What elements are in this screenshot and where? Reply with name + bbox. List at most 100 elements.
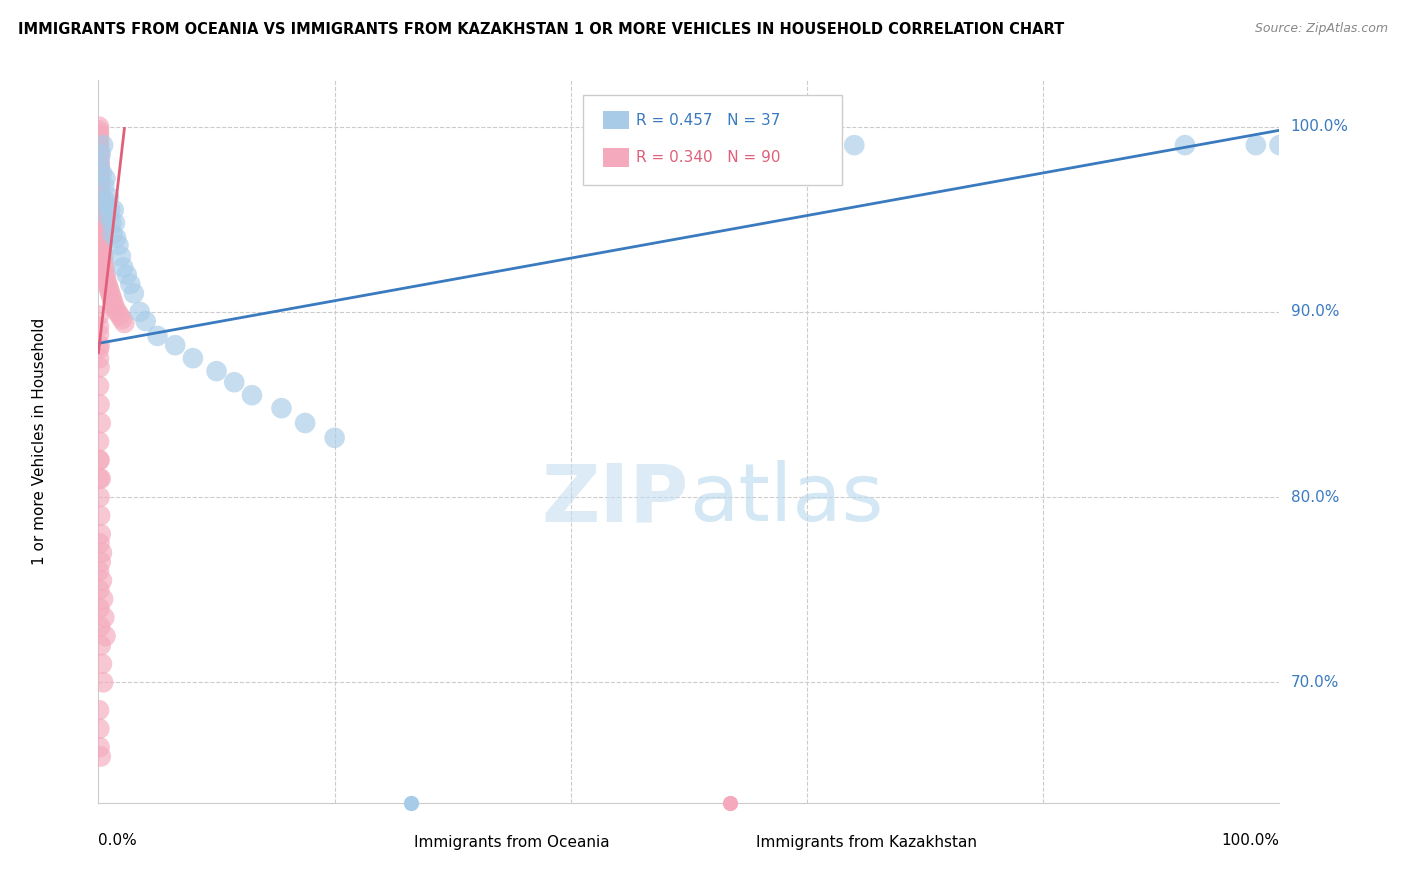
Point: [111, 312, 134, 326]
Point: [89, 183, 111, 197]
Point: [100, 216, 122, 230]
Point: [89, 601, 111, 615]
Text: 90.0%: 90.0%: [1291, 304, 1339, 319]
Point: [90, 209, 112, 223]
Point: [181, 351, 204, 366]
Point: [103, 202, 125, 217]
Point: [89, 722, 111, 736]
Point: [89, 472, 111, 486]
Point: [205, 364, 228, 378]
Point: [89, 145, 111, 160]
Point: [91, 249, 114, 263]
Text: ZIP: ZIP: [541, 460, 689, 539]
Point: [120, 277, 142, 291]
Point: [90, 638, 112, 652]
Point: [128, 305, 150, 319]
Point: [89, 397, 111, 411]
Point: [89, 620, 111, 634]
Point: [90, 416, 112, 430]
Point: [105, 305, 128, 319]
Point: [89, 360, 111, 375]
Point: [103, 297, 125, 311]
Bar: [603, 111, 628, 129]
Point: [98, 283, 121, 297]
Point: [89, 186, 111, 201]
Point: [90, 201, 112, 215]
Point: [89, 153, 111, 167]
Point: [89, 161, 111, 175]
Text: atlas: atlas: [689, 460, 883, 539]
Point: [96, 275, 118, 289]
Point: [89, 164, 111, 178]
Point: [87, 135, 110, 149]
Point: [1268, 138, 1291, 153]
Point: [90, 204, 112, 219]
Text: Immigrants from Oceania: Immigrants from Oceania: [413, 835, 610, 850]
Text: 1 or more Vehicles in Household: 1 or more Vehicles in Household: [32, 318, 46, 566]
Point: [98, 190, 121, 204]
Text: R = 0.340   N = 90: R = 0.340 N = 90: [636, 150, 780, 165]
Text: 80.0%: 80.0%: [1291, 490, 1339, 505]
Point: [87, 351, 110, 366]
Point: [91, 675, 114, 690]
Point: [90, 227, 112, 241]
Point: [87, 123, 110, 137]
Point: [294, 416, 316, 430]
Point: [146, 329, 169, 343]
Point: [270, 401, 292, 416]
Point: [94, 271, 117, 285]
Point: [91, 257, 114, 271]
Point: [90, 223, 112, 237]
Point: [89, 197, 111, 211]
Point: [91, 574, 114, 588]
Point: [93, 264, 115, 278]
Point: [105, 231, 128, 245]
Point: [104, 216, 127, 230]
Point: [87, 120, 110, 134]
Point: [89, 582, 111, 597]
Point: [89, 508, 111, 523]
Point: [87, 703, 110, 717]
Point: [89, 178, 111, 193]
Text: Immigrants from Kazakhstan: Immigrants from Kazakhstan: [755, 835, 977, 850]
Point: [87, 342, 110, 356]
Point: [1244, 138, 1267, 153]
Point: [98, 202, 121, 217]
Point: [89, 194, 111, 208]
Point: [101, 227, 124, 241]
Point: [97, 279, 120, 293]
Point: [844, 138, 866, 153]
Point: [89, 190, 111, 204]
Point: [91, 592, 114, 607]
Point: [101, 293, 124, 308]
Point: [112, 260, 135, 275]
Point: [89, 142, 111, 156]
Text: Source: ZipAtlas.com: Source: ZipAtlas.com: [1254, 22, 1388, 36]
Point: [93, 260, 115, 275]
Point: [89, 156, 111, 170]
Point: [89, 490, 111, 504]
Point: [87, 127, 110, 141]
Text: R = 0.457   N = 37: R = 0.457 N = 37: [636, 112, 780, 128]
Point: [94, 629, 117, 643]
Point: [90, 527, 112, 541]
Point: [87, 379, 110, 393]
Point: [107, 238, 129, 252]
Point: [90, 231, 112, 245]
Point: [87, 319, 110, 334]
Point: [94, 171, 117, 186]
Point: [98, 286, 121, 301]
Text: 100.0%: 100.0%: [1222, 833, 1279, 848]
Text: 100.0%: 100.0%: [1291, 120, 1348, 134]
FancyBboxPatch shape: [582, 95, 842, 185]
Point: [87, 434, 110, 449]
Point: [90, 749, 112, 764]
Point: [1174, 138, 1197, 153]
Point: [87, 309, 110, 323]
Point: [87, 130, 110, 145]
Point: [91, 657, 114, 671]
Point: [115, 268, 138, 282]
Text: IMMIGRANTS FROM OCEANIA VS IMMIGRANTS FROM KAZAKHSTAN 1 OR MORE VEHICLES IN HOUS: IMMIGRANTS FROM OCEANIA VS IMMIGRANTS FR…: [18, 22, 1064, 37]
Point: [108, 309, 131, 323]
Point: [89, 149, 111, 163]
